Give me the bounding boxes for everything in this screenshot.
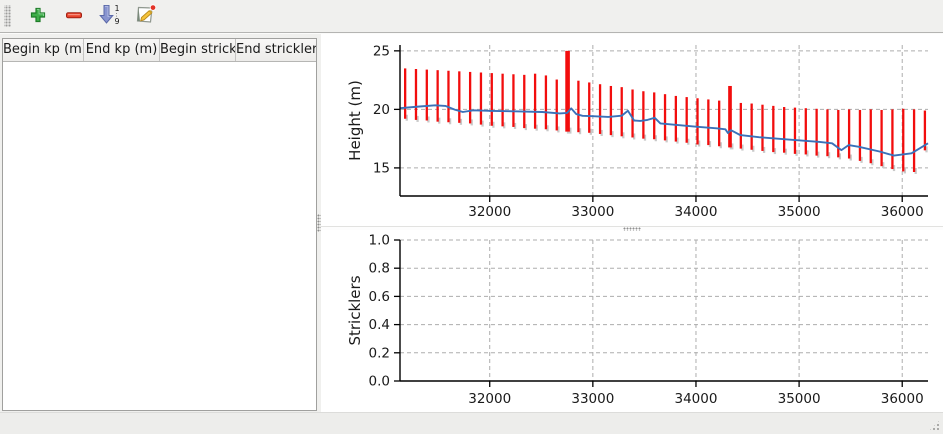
charts-panel: 15 20 25 32000 33000 34000 35000 36000 Height (m… xyxy=(321,34,943,412)
status-bar xyxy=(0,412,943,434)
svg-text:32000: 32000 xyxy=(468,391,511,407)
svg-text:33000: 33000 xyxy=(571,391,614,407)
svg-text:35000: 35000 xyxy=(778,391,821,407)
svg-text:20: 20 xyxy=(373,102,390,118)
svg-text:0.8: 0.8 xyxy=(369,261,390,277)
sort-button[interactable]: 1 : 9 xyxy=(96,3,123,30)
vertical-splitter[interactable] xyxy=(317,34,321,412)
resize-grip-icon[interactable] xyxy=(928,419,941,432)
svg-text:34000: 34000 xyxy=(674,391,717,407)
remove-icon xyxy=(65,6,83,27)
svg-text:0.2: 0.2 xyxy=(369,345,390,361)
svg-text:15: 15 xyxy=(373,160,390,176)
remove-button[interactable] xyxy=(60,3,87,30)
add-button[interactable] xyxy=(24,3,51,30)
svg-text:Stricklers: Stricklers xyxy=(346,275,364,345)
svg-text:34000: 34000 xyxy=(674,204,717,220)
table-body[interactable] xyxy=(3,62,316,410)
svg-text:33000: 33000 xyxy=(571,204,614,220)
svg-text:Height (m): Height (m) xyxy=(346,80,364,161)
height-chart: 15 20 25 32000 33000 34000 35000 36000 Height (m… xyxy=(321,34,943,226)
svg-text:9: 9 xyxy=(114,17,119,26)
svg-text:0.6: 0.6 xyxy=(369,289,390,305)
add-icon xyxy=(29,6,47,27)
table-header-row: Begin kp (m) End kp (m) Begin strickler … xyxy=(3,39,316,62)
stricklers-chart: 0.0 0.2 0.4 0.6 0.8 1.0 32000 33000 34000 35000 36… xyxy=(321,230,943,412)
svg-text:35000: 35000 xyxy=(778,204,821,220)
svg-text::: : xyxy=(115,11,117,18)
splitter-grip-icon xyxy=(623,227,641,231)
svg-text:0.4: 0.4 xyxy=(369,317,390,333)
svg-text:25: 25 xyxy=(373,43,390,59)
column-header-begin-strickler[interactable]: Begin strickler xyxy=(160,39,236,61)
column-header-end-strickler[interactable]: End strickler xyxy=(236,42,316,57)
splitter-grip-icon xyxy=(317,214,321,232)
sort-1-9-icon: 1 : 9 xyxy=(98,3,122,30)
svg-text:0.0: 0.0 xyxy=(369,374,390,390)
column-header-end-kp[interactable]: End kp (m) xyxy=(84,39,160,61)
svg-text:32000: 32000 xyxy=(468,204,511,220)
svg-text:36000: 36000 xyxy=(881,204,924,220)
svg-text:1: 1 xyxy=(114,4,119,13)
toolbar-drag-handle[interactable] xyxy=(4,5,11,27)
column-header-begin-kp[interactable]: Begin kp (m) xyxy=(3,39,84,61)
horizontal-splitter[interactable] xyxy=(321,226,943,231)
svg-text:36000: 36000 xyxy=(881,391,924,407)
stricklers-table: Begin kp (m) End kp (m) Begin strickler … xyxy=(2,38,317,411)
toolbar: 1 : 9 xyxy=(0,0,943,33)
svg-text:1.0: 1.0 xyxy=(369,233,390,249)
edit-button[interactable] xyxy=(132,3,159,30)
edit-icon xyxy=(134,3,158,30)
